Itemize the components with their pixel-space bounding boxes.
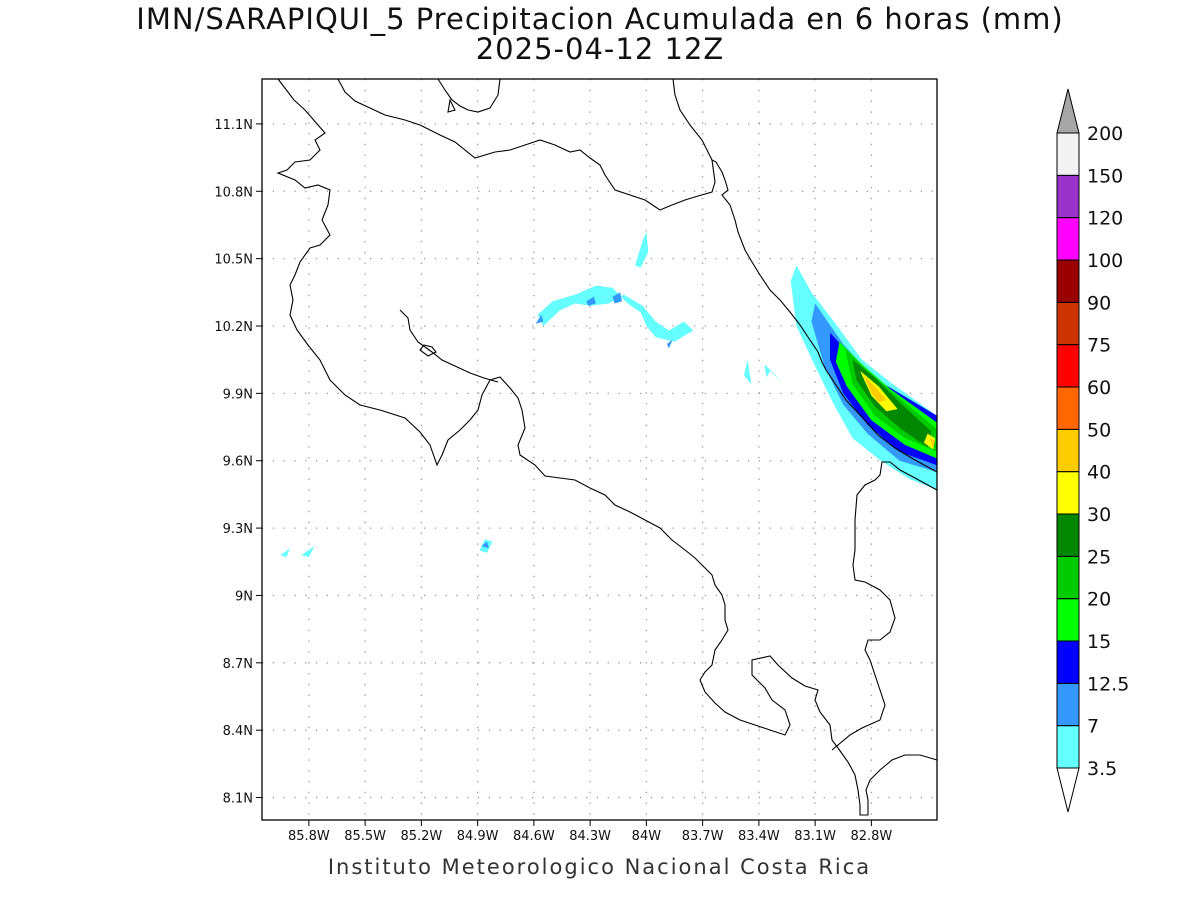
- colorbar-bottom-arrow: [1056, 767, 1080, 813]
- precip-contour-3-5: [537, 285, 694, 342]
- colorbar-box: [1056, 132, 1080, 176]
- lat-tick-label: 10.2N: [214, 320, 253, 335]
- lat-tick-label: 9.9N: [223, 387, 253, 402]
- coastline-segment: [825, 369, 938, 473]
- coastline-segment: [672, 78, 713, 161]
- precip-contour-30: [860, 370, 898, 412]
- lon-tick-label: 84W: [632, 829, 662, 844]
- colorbar: 3.5 7 12.5 15 20 25 30 40 50 60 75 90 100 120 150 200: [1056, 88, 1129, 813]
- coastline-segment: [447, 98, 456, 113]
- colorbar-box: [1056, 217, 1080, 261]
- lat-tick-label: 11.1N: [214, 118, 253, 133]
- colorbar-box: [1056, 640, 1080, 684]
- colorbar-label: 150: [1087, 165, 1123, 187]
- colorbar-box: [1056, 301, 1080, 346]
- precip-contour-7: [481, 541, 489, 549]
- precip-contour-3-5: [764, 364, 782, 383]
- colorbar-label: 60: [1087, 377, 1111, 399]
- coastline-segment: [437, 78, 501, 113]
- coastline-segment: [276, 78, 839, 749]
- colorbar-label: 50: [1087, 419, 1111, 441]
- lat-tick-label: 10.8N: [214, 185, 253, 200]
- colorbar-top-arrow: [1056, 88, 1080, 134]
- lon-tick-label: 84.6W: [513, 829, 555, 844]
- coastline-segment: [837, 747, 938, 816]
- colorbar-box: [1056, 555, 1080, 600]
- precip-contour-3-5: [743, 359, 752, 385]
- lat-tick-label: 8.4N: [223, 724, 253, 739]
- lat-tick-label: 10.5N: [214, 253, 253, 268]
- precip-contour-30: [923, 433, 936, 450]
- precip-contour-40: [929, 438, 936, 448]
- lon-tick-label: 85.8W: [288, 829, 330, 844]
- lon-tick-label: 83.1W: [794, 829, 836, 844]
- map-frame: [261, 78, 938, 821]
- lat-tick-label: 9.3N: [223, 522, 253, 537]
- colorbar-box: [1056, 513, 1080, 557]
- lon-tick-label: 83.4W: [738, 829, 780, 844]
- colorbar-box: [1056, 428, 1080, 473]
- colorbar-box: [1056, 344, 1080, 388]
- colorbar-label: 25: [1087, 546, 1111, 568]
- colorbar-box: [1056, 471, 1080, 515]
- precip-contour-7: [535, 314, 544, 324]
- colorbar-label: 20: [1087, 589, 1111, 611]
- colorbar-box: [1056, 259, 1080, 303]
- map-title: IMN/SARAPIQUI_5 Precipitacion Acumulada …: [136, 2, 1064, 36]
- coastline-segment: [419, 344, 437, 357]
- lon-tick-label: 85.2W: [400, 829, 442, 844]
- credit-text: Instituto Meteorologico Nacional Costa R…: [327, 855, 872, 879]
- colorbar-label: 200: [1087, 123, 1123, 145]
- colorbar-label: 100: [1087, 250, 1123, 272]
- colorbar-label: 120: [1087, 208, 1123, 230]
- precip-contour-3-5: [301, 546, 315, 558]
- coastline-segment: [831, 461, 938, 751]
- colorbar-box: [1056, 386, 1080, 430]
- lon-tick-label: 84.3W: [569, 829, 611, 844]
- precip-contour-7: [612, 292, 622, 304]
- precip-contour-7: [667, 339, 673, 349]
- colorbar-label: 40: [1087, 462, 1111, 484]
- axis-ticks: 85.8W 85.5W 85.2W 84.9W 84.6W 84.3W 84W 83.7W 83…: [214, 118, 892, 844]
- colorbar-label: 75: [1087, 335, 1111, 357]
- colorbar-box: [1056, 725, 1080, 769]
- lon-tick-label: 84.9W: [457, 829, 499, 844]
- colorbar-label: 7: [1087, 716, 1099, 738]
- colorbar-label: 12.5: [1087, 673, 1129, 695]
- colorbar-box: [1056, 174, 1080, 219]
- lon-tick-label: 83.7W: [682, 829, 724, 844]
- precipitation-contours: [280, 231, 937, 558]
- precip-contour-3-5: [280, 548, 291, 558]
- coastline-segment: [337, 78, 827, 371]
- lon-tick-label: 85.5W: [344, 829, 386, 844]
- coastline-segment: [399, 309, 499, 383]
- coastline: [276, 78, 938, 816]
- precip-contour-40: [863, 375, 887, 403]
- precip-contour-3-5: [635, 231, 649, 268]
- colorbar-label: 90: [1087, 292, 1111, 314]
- lon-tick-label: 82.8W: [850, 829, 892, 844]
- colorbar-box: [1056, 682, 1080, 727]
- colorbar-label: 3.5: [1087, 758, 1117, 780]
- colorbar-label: 15: [1087, 631, 1111, 653]
- lat-tick-label: 9N: [235, 589, 253, 604]
- gridlines: [262, 79, 937, 820]
- map-subtitle-date: 2025-04-12 12Z: [475, 32, 725, 66]
- lat-tick-label: 8.1N: [223, 792, 253, 807]
- colorbar-label: 30: [1087, 504, 1111, 526]
- lat-tick-label: 8.7N: [223, 657, 253, 672]
- colorbar-box: [1056, 598, 1080, 642]
- precip-contour-7: [586, 296, 596, 306]
- lat-tick-label: 9.6N: [223, 455, 253, 470]
